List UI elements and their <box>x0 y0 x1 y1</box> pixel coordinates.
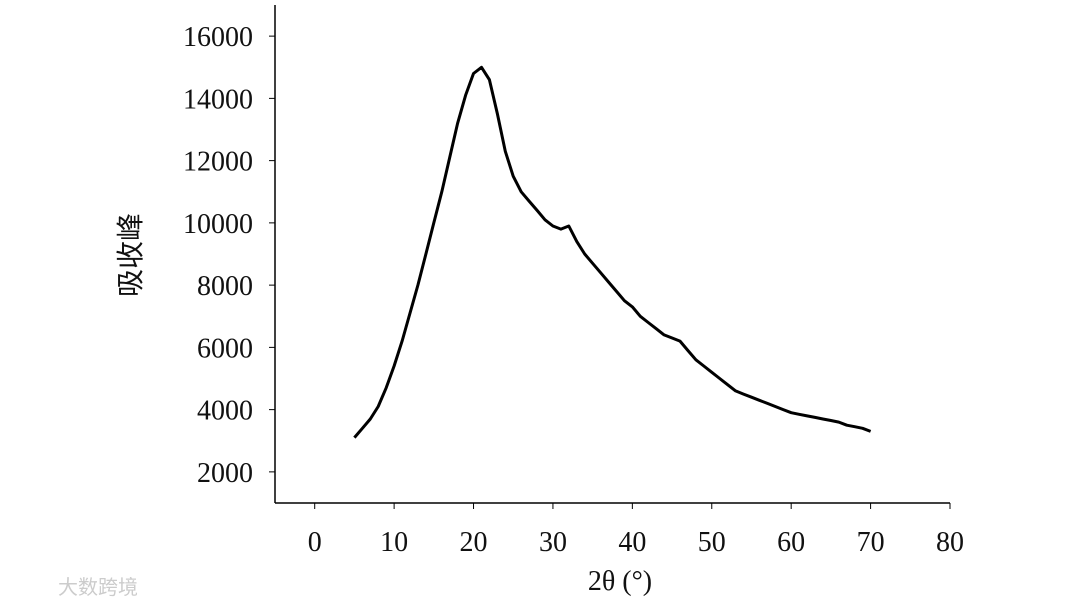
y-tick-label: 12000 <box>183 147 253 178</box>
line-series <box>353 65 872 439</box>
y-tick-label: 4000 <box>197 396 253 427</box>
x-tick-label: 80 <box>936 527 964 558</box>
x-tick-label: 0 <box>308 527 322 558</box>
x-tick-label: 20 <box>460 527 488 558</box>
watermark: 大数跨境 <box>58 575 138 599</box>
x-axis-label: 2θ (°) <box>588 566 652 597</box>
x-tick-label: 40 <box>618 527 646 558</box>
x-tick-label: 60 <box>777 527 805 558</box>
y-tick-label: 14000 <box>183 84 253 115</box>
y-tick-label: 6000 <box>197 333 253 364</box>
x-tick-label: 50 <box>698 527 726 558</box>
y-tick-label: 8000 <box>197 271 253 302</box>
x-tick-label: 70 <box>857 527 885 558</box>
x-tick-label: 10 <box>380 527 408 558</box>
y-tick-label: 16000 <box>183 22 253 53</box>
y-tick-label: 2000 <box>197 458 253 489</box>
x-tick-label: 30 <box>539 527 567 558</box>
y-tick-label: 10000 <box>183 209 253 240</box>
y-axis-label: 吸收峰 <box>115 213 147 297</box>
